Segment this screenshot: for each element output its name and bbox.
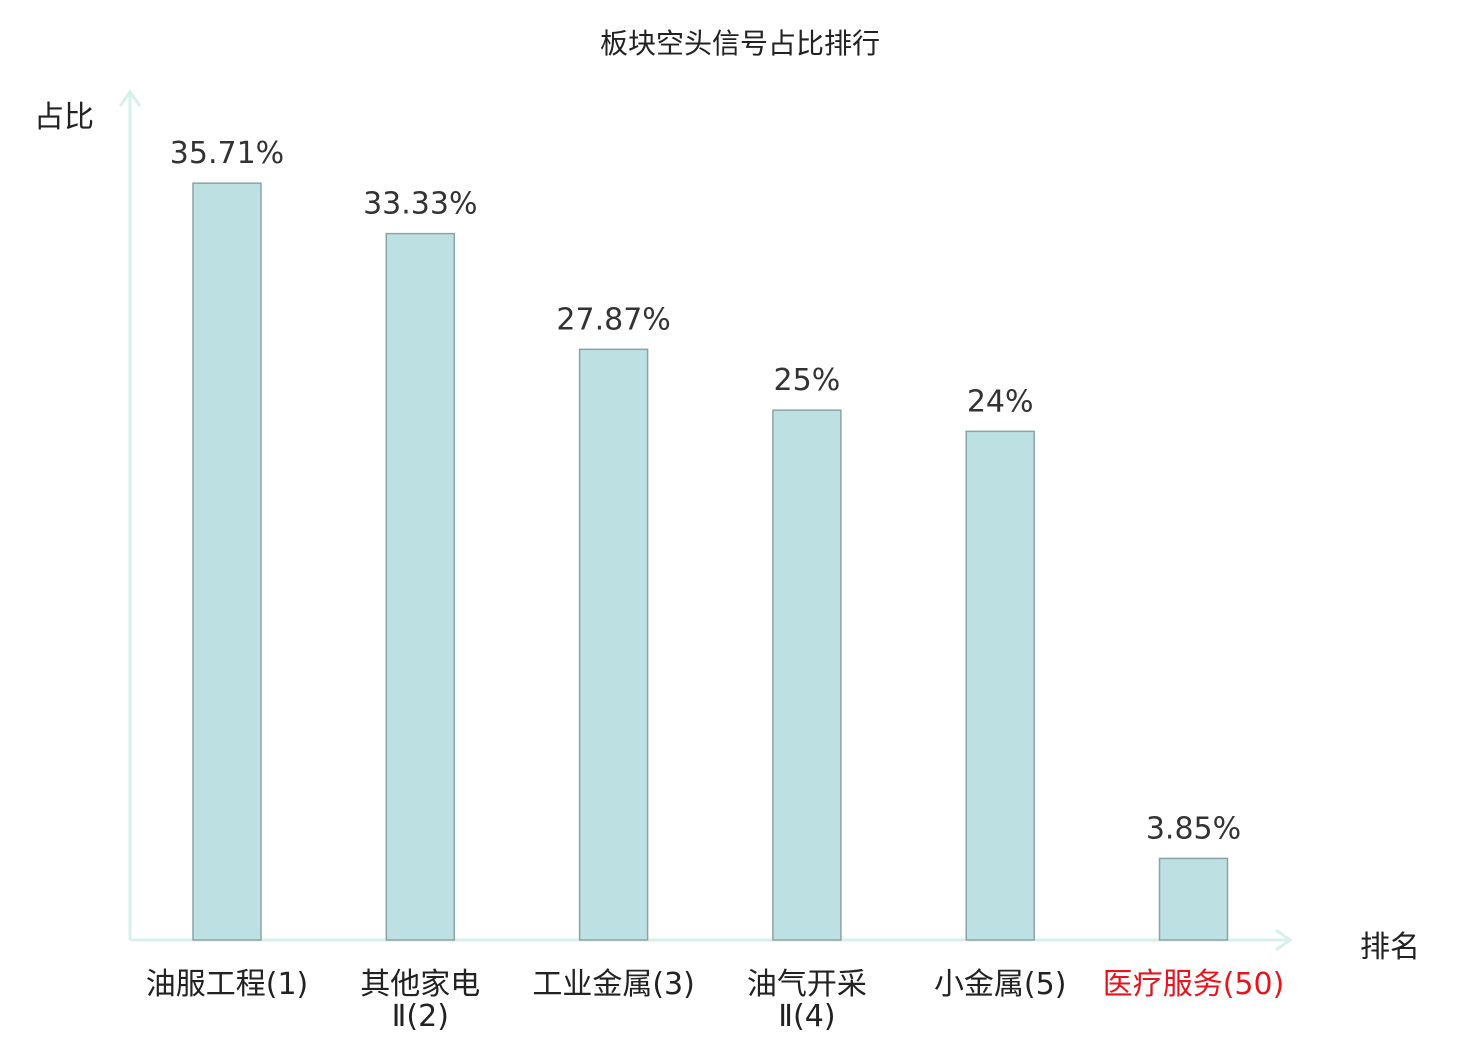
bar [192, 182, 262, 941]
category-label: 医疗服务(50) [1103, 967, 1285, 1002]
category-label: Ⅱ(4) [778, 999, 835, 1034]
x-axis-label: 排名 [1360, 930, 1420, 965]
category-label: 工业金属(3) [532, 967, 695, 1002]
bars-group [192, 182, 1229, 941]
value-label: 33.33% [363, 187, 477, 222]
category-label: 其他家电 [360, 967, 480, 1002]
x-axis-arrow-icon [1275, 928, 1293, 952]
y-axis-label: 占比 [34, 100, 94, 135]
axes [118, 89, 1293, 952]
value-label: 3.85% [1146, 811, 1241, 846]
bar [578, 348, 649, 941]
category-label: 油服工程(1) [146, 967, 309, 1002]
category-label: 油气开采 [747, 967, 867, 1002]
bar [965, 430, 1035, 941]
value-label: 27.87% [556, 302, 670, 337]
y-axis-arrow-icon [118, 89, 142, 107]
value-label: 35.71% [170, 136, 284, 171]
bar [772, 409, 842, 941]
bar [385, 232, 456, 941]
value-label: 25% [774, 363, 841, 398]
value-label: 24% [967, 384, 1034, 419]
category-label: 小金属(5) [934, 967, 1067, 1002]
chart-title: 板块空头信号占比排行 [599, 27, 880, 60]
bar [1158, 857, 1229, 941]
category-label: Ⅱ(2) [392, 999, 449, 1034]
value-labels-group: 35.71% 33.33% 27.87% 25% 24% 3.85% [170, 136, 1241, 846]
